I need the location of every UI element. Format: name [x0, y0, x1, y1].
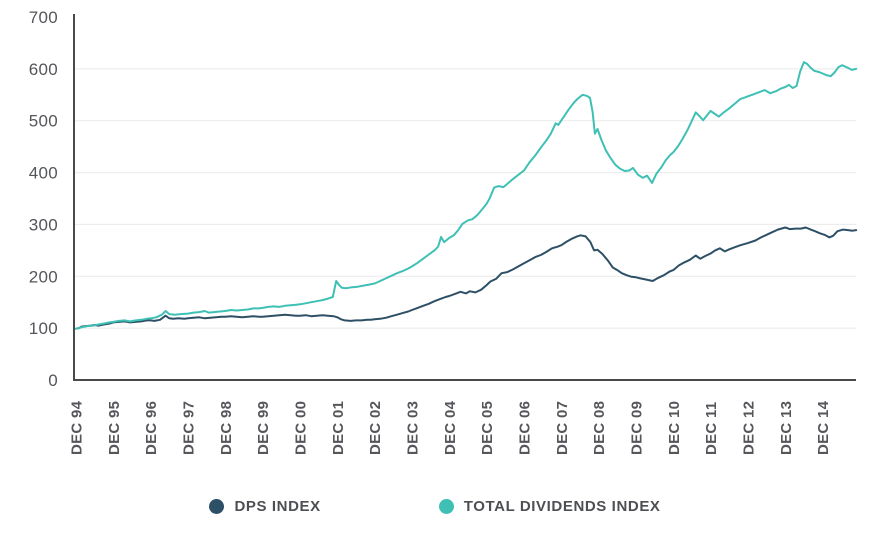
x-tick-label-dec-95: DEC 95 [106, 401, 123, 455]
legend-item-dps-index: DPS INDEX [209, 498, 320, 515]
x-tick-label-dec-08: DEC 08 [591, 401, 608, 455]
y-tick-label-0: 0 [48, 371, 58, 390]
y-tick-label-500: 500 [29, 112, 58, 131]
y-tick-label-200: 200 [29, 267, 58, 286]
legend-dot-total-dividends-index [438, 499, 454, 514]
y-tick-label-300: 300 [29, 215, 58, 234]
x-tick-label-dec-13: DEC 13 [778, 401, 795, 455]
x-tick-label-dec-11: DEC 11 [703, 402, 720, 456]
y-tick-label-100: 100 [29, 319, 58, 338]
x-tick-label-dec-94: DEC 94 [69, 400, 86, 455]
legend-item-total-dividends-index: TOTAL DIVIDENDS INDEX [438, 498, 661, 515]
x-tick-label-dec-02: DEC 02 [367, 401, 384, 455]
x-tick-label-dec-96: DEC 96 [143, 401, 160, 455]
x-tick-label-dec-04: DEC 04 [442, 400, 459, 455]
legend-label-total-dividends-index: TOTAL DIVIDENDS INDEX [463, 498, 661, 515]
x-tick-label-dec-98: DEC 98 [218, 401, 235, 455]
x-tick-label-dec-05: DEC 05 [479, 401, 496, 455]
chart-canvas: 0 100 200 300 400 500 600 700 DEC 94 DEC 95 DEC 96… [29, 8, 858, 456]
y-tick-label-600: 600 [29, 60, 58, 79]
legend-dot-dps-index [209, 499, 225, 514]
x-tick-label-dec-12: DEC 12 [740, 401, 757, 455]
legend-label-dps-index: DPS INDEX [234, 498, 321, 515]
y-tick-label-700: 700 [29, 8, 58, 27]
y-tick-label-400: 400 [29, 164, 58, 183]
x-tick-label-dec-00: DEC 00 [292, 401, 309, 455]
x-tick-label-dec-09: DEC 09 [628, 401, 645, 455]
x-tick-label-dec-97: DEC 97 [180, 401, 197, 455]
x-tick-label-dec-99: DEC 99 [255, 401, 272, 455]
x-tick-label-dec-06: DEC 06 [516, 401, 533, 455]
x-tick-label-dec-10: DEC 10 [666, 401, 683, 455]
x-tick-label-dec-03: DEC 03 [404, 401, 421, 455]
x-tick-label-dec-14: DEC 14 [815, 400, 832, 455]
series-line-total-dividends-index [75, 61, 858, 330]
x-tick-label-dec-01: DEC 01 [330, 401, 347, 455]
chart-legend: DPS INDEX TOTAL DIVIDENDS INDEX [0, 498, 870, 515]
x-tick-label-dec-07: DEC 07 [554, 401, 571, 455]
series-line-dps-index [75, 226, 858, 330]
